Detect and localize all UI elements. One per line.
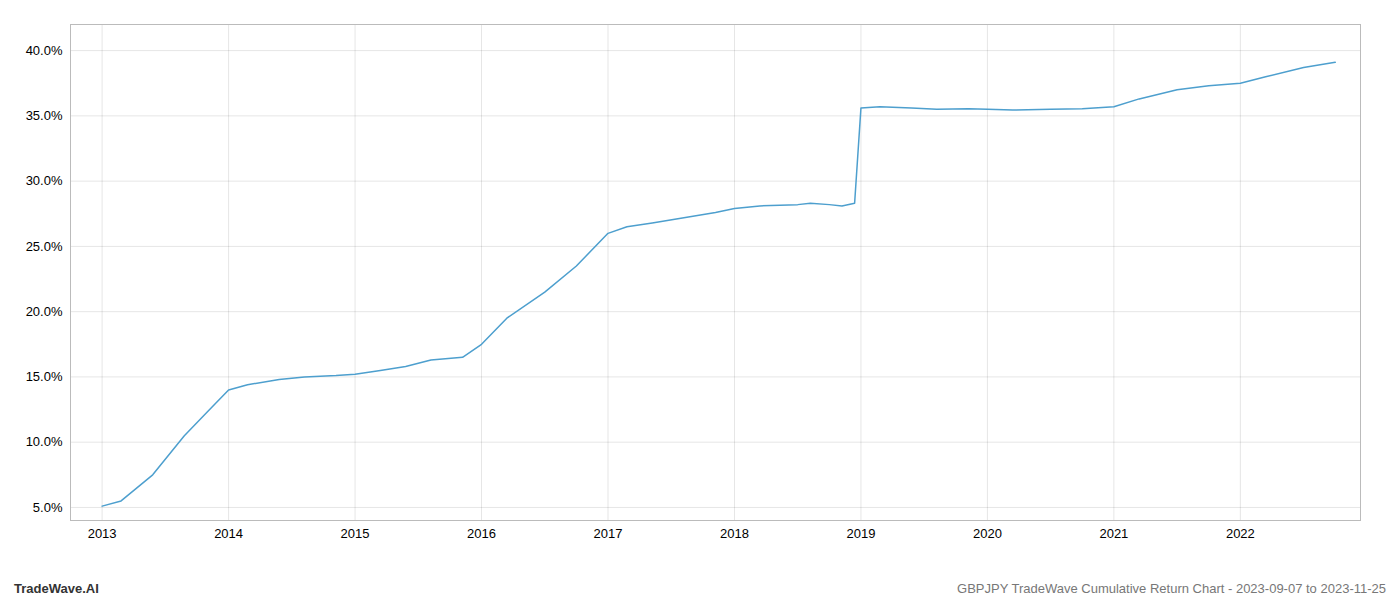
svg-text:25.0%: 25.0% [26,239,63,254]
svg-text:30.0%: 30.0% [26,173,63,188]
svg-text:2013: 2013 [88,526,117,541]
svg-text:2021: 2021 [1099,526,1128,541]
svg-text:40.0%: 40.0% [26,43,63,58]
svg-text:2020: 2020 [973,526,1002,541]
svg-text:10.0%: 10.0% [26,434,63,449]
svg-text:2018: 2018 [720,526,749,541]
svg-text:20.0%: 20.0% [26,304,63,319]
svg-text:5.0%: 5.0% [33,500,63,515]
svg-text:2016: 2016 [467,526,496,541]
html-text:GBPJPY TradeWave Cumulative Re: GBPJPY TradeWave Cumulative Return Chart… [957,581,1386,596]
svg-text:35.0%: 35.0% [26,108,63,123]
svg-text:2014: 2014 [214,526,243,541]
svg-text:2017: 2017 [594,526,623,541]
html-text:TradeWave.AI: TradeWave.AI [14,581,99,596]
svg-text:2015: 2015 [341,526,370,541]
svg-text:15.0%: 15.0% [26,369,63,384]
svg-text:2022: 2022 [1226,526,1255,541]
svg-text:2019: 2019 [846,526,875,541]
